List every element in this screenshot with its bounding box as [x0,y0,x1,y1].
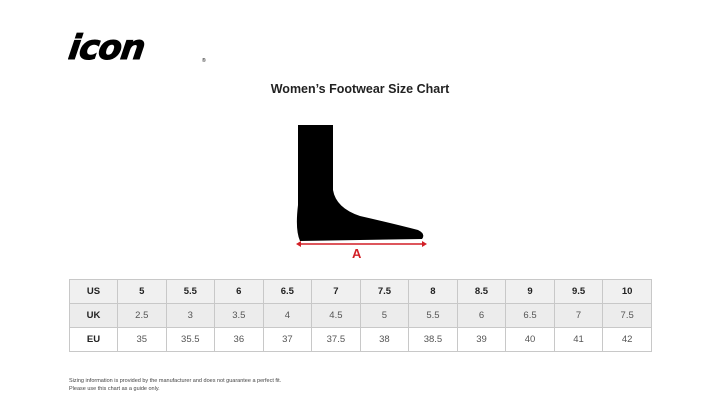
size-cell: 6.5 [505,303,555,328]
size-cell: 6 [456,303,507,328]
svg-text:®: ® [202,57,206,64]
size-cell: 5.5 [165,279,216,304]
measure-label: A [352,246,362,261]
disclaimer-line-2: Please use this chart as a guide only. [69,386,160,392]
size-cell: 4.5 [311,303,361,328]
row-header: UK [69,303,118,328]
size-cell: 7.5 [359,279,410,304]
size-cell: 38.5 [408,327,458,352]
size-cell: 41 [553,327,604,352]
disclaimer: Sizing information is provided by the ma… [69,377,281,393]
size-cell: 35 [117,327,167,352]
size-cell: 7 [311,279,361,304]
row-header: US [69,279,118,304]
row-header: EU [69,327,118,352]
size-cell: 40 [505,327,555,352]
table-row-uk: UK 2.5 3 3.5 4 4.5 5 5.5 6 6.5 7 7.5 [69,303,652,328]
foot-diagram [296,125,427,247]
size-cell: 9 [505,279,555,304]
size-cell: 4 [262,303,313,328]
size-cell: 5.5 [408,303,458,328]
size-cell: 38 [359,327,410,352]
size-cell: 8.5 [456,279,507,304]
table-row-us: US 5 5.5 6 6.5 7 7.5 8 8.5 9 9.5 10 [69,279,652,304]
size-cell: 3.5 [214,303,264,328]
size-cell: 36 [214,327,264,352]
size-cell: 42 [602,327,652,352]
size-cell: 3 [165,303,216,328]
size-cell: 7.5 [602,303,652,328]
size-cell: 10 [602,279,652,304]
size-cell: 9.5 [553,279,604,304]
size-cell: 2.5 [117,303,167,328]
icon-logo: icon ® [68,28,206,66]
size-cell: 5 [359,303,410,328]
disclaimer-line-1: Sizing information is provided by the ma… [69,378,282,384]
size-cell: 5 [117,279,167,304]
size-cell: 7 [553,303,604,328]
page-title: Women’s Footwear Size Chart [270,82,450,96]
foot-silhouette [296,125,424,241]
size-cell: 35.5 [165,327,216,352]
size-cell: 6.5 [262,279,313,304]
size-cell: 8 [408,279,458,304]
size-cell: 6 [214,279,264,304]
svg-text:icon: icon [68,28,147,66]
table-row-eu: EU 35 35.5 36 37 37.5 38 38.5 39 40 41 42 [69,327,652,352]
size-cell: 37.5 [311,327,361,352]
size-cell: 39 [456,327,507,352]
size-cell: 37 [262,327,313,352]
size-table: US 5 5.5 6 6.5 7 7.5 8 8.5 9 9.5 10 UK 2.5 3 3.5 4 4.5 5 5.… [69,279,652,352]
